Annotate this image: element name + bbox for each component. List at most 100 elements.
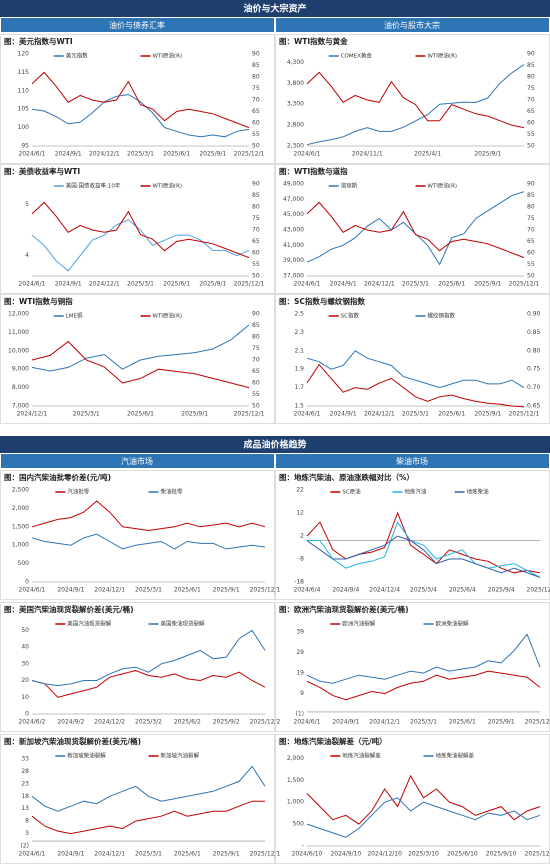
y-tick-label: 47,000 <box>283 196 304 203</box>
x-tick-label: 2025/9/1 <box>199 151 226 158</box>
y2-tick-label: 85 <box>527 62 535 69</box>
x-tick-label: 2025/6/1 <box>174 587 201 594</box>
x-tick-label: 2024/9/1 <box>330 411 357 418</box>
chart-title: 图：美元指数与WTI <box>4 36 73 46</box>
legend-label: 道琼斯 <box>341 182 358 190</box>
x-tick-label: 2025/6/10 <box>447 851 478 858</box>
x-tick-label: 2025/3/1 <box>402 281 429 288</box>
y2-tick-label: 0.90 <box>527 311 541 318</box>
x-tick-label: 2025/12/1 <box>525 851 550 858</box>
y-tick-label: 11,000 <box>8 329 29 336</box>
x-tick-label: 2025/3/1 <box>402 411 429 418</box>
y-tick-label: 0 <box>25 711 29 718</box>
series-line <box>31 71 250 129</box>
y2-tick-label: 85 <box>252 192 260 199</box>
panel <box>275 734 550 864</box>
y-tick-label: 2 <box>300 533 304 540</box>
x-tick-label: 2024/12/1 <box>17 411 48 418</box>
y-tick-label: 40 <box>21 644 29 651</box>
y-tick-label: 100 <box>18 124 30 131</box>
y2-tick-label: 75 <box>527 85 535 92</box>
x-tick-label: 2024/12/2 <box>94 719 125 726</box>
y-tick-label: 2,000 <box>12 505 29 512</box>
x-tick-label: 2024/6/1 <box>294 411 321 418</box>
legend-label: WTI原油(R) <box>153 52 183 60</box>
y-tick-label: -18 <box>294 579 304 586</box>
y-tick-label: 29 <box>296 649 304 656</box>
series-line <box>306 774 541 825</box>
legend-label: 柴油批零 <box>161 488 184 496</box>
x-tick-label: 2024/12/1 <box>89 151 120 158</box>
x-tick-label: 2024/12/4 <box>369 587 400 594</box>
x-tick-label: 2025/3/1 <box>410 719 437 726</box>
y-tick-label: 95 <box>21 143 29 150</box>
y-tick-label: 3,300 <box>287 101 304 108</box>
legend-label: 地炼柴油 <box>467 488 490 496</box>
x-tick-label: 2025/6/1 <box>438 281 465 288</box>
x-tick-label: 2025/12/1 <box>509 281 540 288</box>
y2-tick-label: 55 <box>252 131 260 138</box>
series-line <box>306 71 525 129</box>
x-tick-label: 2025/3/10 <box>408 851 439 858</box>
y-tick-label: 43,000 <box>283 227 304 234</box>
y2-tick-label: 90 <box>527 181 535 188</box>
y-tick-label: 5 <box>25 201 29 208</box>
y-tick-label: - <box>302 843 304 850</box>
x-tick-label: 2025/9/1 <box>474 281 501 288</box>
legend-label: SC指数 <box>341 312 360 320</box>
y-tick-label: 12 <box>296 510 304 517</box>
x-tick-label: 2025/3/1 <box>127 281 154 288</box>
y2-tick-label: 60 <box>527 250 535 257</box>
section-banner <box>0 436 550 453</box>
y2-tick-label: 80 <box>527 204 535 211</box>
x-tick-label: 2024/12/1 <box>94 587 125 594</box>
x-tick-label: 2025/12/1 <box>525 719 550 726</box>
chart-title: 图：地炼汽柴油、原油涨跌幅对比（%） <box>279 472 414 482</box>
legend-label: 汽油批零 <box>67 488 90 496</box>
y-tick-label: 0 <box>25 579 29 586</box>
y-tick-label: (1) <box>296 711 305 718</box>
chart-title: 图：美债收益率与WTI <box>4 166 80 176</box>
y2-tick-label: 50 <box>252 403 260 410</box>
y-tick-label: 4,300 <box>287 59 304 66</box>
x-tick-label: 2025/4/1 <box>414 151 441 158</box>
legend-label: WTI原油(R) <box>428 52 458 60</box>
series-line <box>31 340 250 389</box>
panel <box>275 34 550 164</box>
legend-label: 美国汽油现货裂解 <box>67 620 112 628</box>
chart-title: 图：地炼汽柴油裂解差（元/吨） <box>279 736 387 746</box>
y2-tick-label: 55 <box>527 261 535 268</box>
y2-tick-label: 75 <box>252 345 260 352</box>
series-line <box>31 219 250 272</box>
y-tick-label: 28 <box>21 768 29 775</box>
y2-tick-label: 70 <box>527 97 535 104</box>
legend-label: 欧洲汽油裂解 <box>342 620 376 628</box>
y-tick-label: 13 <box>21 805 29 812</box>
y-tick-label: 9 <box>300 690 304 697</box>
y2-tick-label: 65 <box>527 238 535 245</box>
chart-title: 图：国内汽柴油批零价差(元/吨) <box>4 472 111 482</box>
legend-label: 欧洲柴油裂解 <box>436 620 470 628</box>
x-tick-label: 2025/12/1 <box>234 151 265 158</box>
y-tick-label: 2.3 <box>294 329 304 336</box>
x-tick-label: 2024/12/1 <box>94 851 125 858</box>
x-tick-label: 2025/12/ <box>527 587 550 594</box>
legend-label: 新加坡汽油裂解 <box>161 752 200 760</box>
x-tick-label: 2025/3/1 <box>135 851 162 858</box>
y-tick-label: 3 <box>25 830 29 837</box>
series-line <box>306 201 525 259</box>
y2-tick-label: 90 <box>252 181 260 188</box>
y2-tick-label: 55 <box>252 261 260 268</box>
y-tick-label: (2) <box>21 843 30 850</box>
series-line <box>31 93 250 138</box>
column-banner <box>276 454 549 468</box>
y-tick-label: 9,000 <box>12 366 29 373</box>
chart-title: 图：欧洲汽柴油现货裂解价差(美元/桶) <box>279 604 409 614</box>
y2-tick-label: 80 <box>252 74 260 81</box>
y-tick-label: 2.5 <box>294 311 304 318</box>
x-tick-label: 2024/9/1 <box>332 719 359 726</box>
x-tick-label: 2025/3/2 <box>135 719 162 726</box>
x-tick-label: 2024/6/1 <box>19 151 46 158</box>
y2-tick-label: 70 <box>252 357 260 364</box>
